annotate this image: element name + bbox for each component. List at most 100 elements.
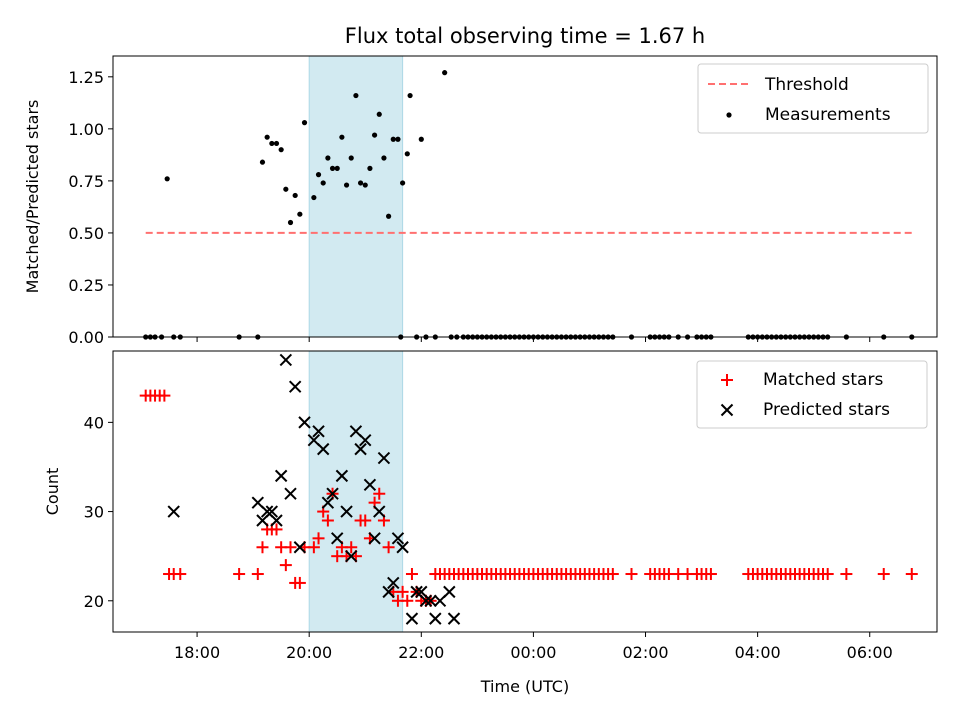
predicted-star-point bbox=[274, 469, 288, 483]
bottom-y-axis-label: Count bbox=[43, 468, 62, 516]
measurement-point bbox=[315, 172, 322, 178]
matched-star-point bbox=[233, 568, 246, 581]
bottom-axes-frame bbox=[112, 350, 938, 633]
legend-predicted-swatch bbox=[720, 403, 734, 417]
predicted-star-point bbox=[265, 505, 279, 518]
legend-threshold-label: Threshold bbox=[764, 75, 849, 95]
legend-matched-label: Matched stars bbox=[763, 370, 883, 390]
top-legend-box bbox=[697, 63, 929, 134]
predicted-star-point bbox=[387, 576, 400, 590]
y-tick-label: 40 bbox=[84, 413, 104, 432]
matched-star-point bbox=[405, 568, 418, 581]
measurement-point bbox=[325, 155, 331, 161]
predicted-star-point bbox=[443, 585, 456, 599]
measurement-point bbox=[343, 182, 350, 188]
measurement-point bbox=[371, 132, 378, 138]
measurement-point bbox=[301, 120, 308, 126]
predicted-star-point bbox=[373, 505, 386, 518]
x-tick-label: 04:00 bbox=[735, 643, 781, 662]
predicted-star-point bbox=[326, 487, 339, 500]
matched-star-point bbox=[373, 487, 386, 500]
observing-window-shade bbox=[308, 55, 404, 338]
measurement-point bbox=[404, 151, 410, 157]
predicted-star-point bbox=[279, 353, 293, 367]
measurement-point bbox=[442, 70, 448, 76]
measurement-point bbox=[311, 194, 317, 201]
measurement-point bbox=[386, 213, 392, 219]
top-y-ticks: 0.00 0.25 0.50 0.75 1.00 1.25 bbox=[68, 68, 113, 347]
y-tick-label: 1.25 bbox=[68, 68, 104, 87]
y-tick-label: 1.00 bbox=[68, 120, 104, 139]
measurement-point bbox=[418, 136, 424, 142]
matched-star-point bbox=[270, 523, 283, 536]
measurement-point bbox=[273, 140, 280, 147]
matched-star-point bbox=[382, 541, 395, 554]
y-tick-label: 20 bbox=[84, 592, 104, 611]
measurement-point bbox=[400, 180, 406, 186]
legend-matched-swatch bbox=[721, 374, 733, 386]
measurement-point bbox=[320, 180, 326, 186]
matched-star-point bbox=[877, 568, 890, 581]
predicted-star-point bbox=[167, 505, 180, 518]
y-tick-label: 0.50 bbox=[68, 224, 104, 243]
y-tick-label: 30 bbox=[84, 503, 104, 522]
predicted-star-point bbox=[298, 416, 311, 429]
matched-star-point bbox=[821, 568, 834, 581]
matched-star-point bbox=[704, 568, 717, 581]
measurement-point bbox=[287, 219, 294, 226]
measurement-point bbox=[283, 186, 289, 192]
x-tick-label: 00:00 bbox=[510, 643, 556, 662]
matched-star-point bbox=[396, 585, 409, 598]
top-legend: Threshold Measurements bbox=[697, 63, 929, 134]
measurement-point bbox=[297, 211, 303, 217]
measurement-point bbox=[292, 192, 298, 199]
predicted-star-point bbox=[396, 541, 409, 554]
matched-star-point bbox=[606, 568, 619, 581]
legend-measurements-swatch bbox=[726, 112, 732, 118]
measurement-point bbox=[407, 92, 413, 99]
star-count-panel: 20 30 40 18:00 20:00 22:00 00:00 02:00 04:00 06:… bbox=[43, 350, 938, 696]
y-tick-label: 0.00 bbox=[68, 328, 104, 347]
chart-title: Flux total observing time = 1.67 h bbox=[345, 24, 705, 48]
measurement-point bbox=[390, 136, 396, 142]
predicted-star-point bbox=[354, 442, 367, 456]
predicted-star-point bbox=[340, 505, 353, 518]
predicted-star-point bbox=[284, 487, 297, 500]
matched-star-point bbox=[840, 568, 853, 581]
matched-star-point bbox=[293, 576, 306, 589]
measurement-point bbox=[395, 136, 401, 142]
measurement-point bbox=[381, 155, 387, 161]
matched-star-point bbox=[359, 514, 372, 527]
predicted-star-point bbox=[377, 451, 391, 465]
matched-star-point bbox=[174, 568, 187, 581]
measurement-point bbox=[357, 180, 364, 186]
matched-star-point bbox=[905, 568, 918, 581]
bottom-legend: Matched stars Predicted stars bbox=[696, 360, 928, 429]
x-axis-label: Time (UTC) bbox=[480, 677, 569, 696]
measurement-point bbox=[348, 155, 354, 161]
x-tick-label: 18:00 bbox=[174, 643, 220, 662]
predicted-star-point bbox=[419, 594, 433, 607]
predicted-star-point bbox=[331, 532, 344, 545]
x-tick-label: 20:00 bbox=[286, 643, 332, 662]
top-x-ticks bbox=[196, 337, 871, 342]
measurement-point bbox=[362, 182, 368, 188]
predicted-star-point bbox=[405, 612, 419, 625]
predicted-star-point bbox=[345, 549, 358, 563]
measurement-point bbox=[334, 165, 340, 171]
predicted-star-point bbox=[321, 496, 335, 509]
predicted-star-point bbox=[359, 433, 372, 447]
bottom-x-ticks: 18:00 20:00 22:00 00:00 02:00 04:00 06:00 bbox=[174, 632, 893, 662]
matched-star-point bbox=[345, 541, 358, 554]
bottom-legend-box bbox=[696, 360, 928, 429]
matched-star-point bbox=[251, 568, 264, 581]
measurement-point bbox=[367, 165, 373, 171]
predicted-star-point bbox=[429, 612, 442, 625]
matched-star-point bbox=[401, 594, 414, 607]
predicted-star-point bbox=[316, 442, 330, 456]
y-tick-label: 0.75 bbox=[68, 172, 104, 191]
top-axes-frame bbox=[112, 55, 938, 338]
measurement-point bbox=[164, 176, 170, 182]
predicted-star-point bbox=[391, 532, 405, 545]
